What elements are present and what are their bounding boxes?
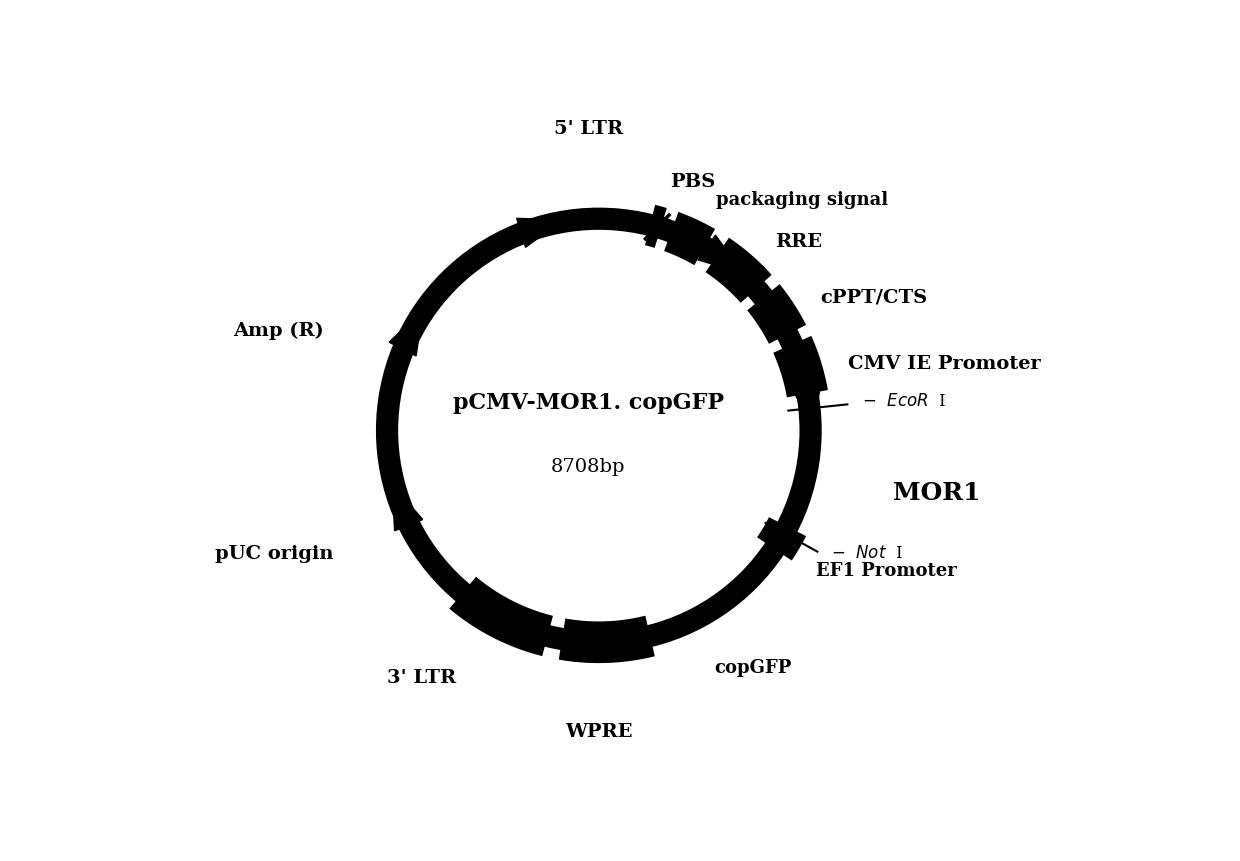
Polygon shape — [517, 219, 563, 247]
Text: $-$  $\mathit{Not}$  I: $-$ $\mathit{Not}$ I — [831, 545, 903, 562]
Text: 5' LTR: 5' LTR — [554, 121, 624, 139]
Polygon shape — [698, 235, 743, 273]
Text: packaging signal: packaging signal — [717, 191, 888, 209]
Text: MOR1: MOR1 — [893, 481, 981, 505]
Text: WPRE: WPRE — [565, 722, 632, 740]
Polygon shape — [392, 484, 423, 531]
Polygon shape — [791, 382, 821, 428]
Text: 3' LTR: 3' LTR — [387, 669, 456, 687]
Text: copGFP: copGFP — [714, 659, 791, 677]
Text: pUC origin: pUC origin — [216, 545, 334, 563]
Polygon shape — [475, 604, 521, 639]
Text: 8708bp: 8708bp — [551, 457, 625, 475]
Text: pCMV-MOR1. copGFP: pCMV-MOR1. copGFP — [453, 392, 724, 414]
Text: Amp (R): Amp (R) — [233, 321, 324, 340]
Text: RRE: RRE — [775, 232, 822, 251]
Text: PBS: PBS — [670, 173, 715, 191]
Text: EF1 Promoter: EF1 Promoter — [816, 562, 956, 580]
Polygon shape — [389, 310, 423, 356]
Text: cPPT/CTS: cPPT/CTS — [821, 288, 928, 307]
Text: $-$  $\mathit{Eco}$$\mathit{R}$  I: $-$ $\mathit{Eco}$$\mathit{R}$ I — [862, 393, 946, 410]
Text: CMV IE Promoter: CMV IE Promoter — [848, 355, 1042, 373]
